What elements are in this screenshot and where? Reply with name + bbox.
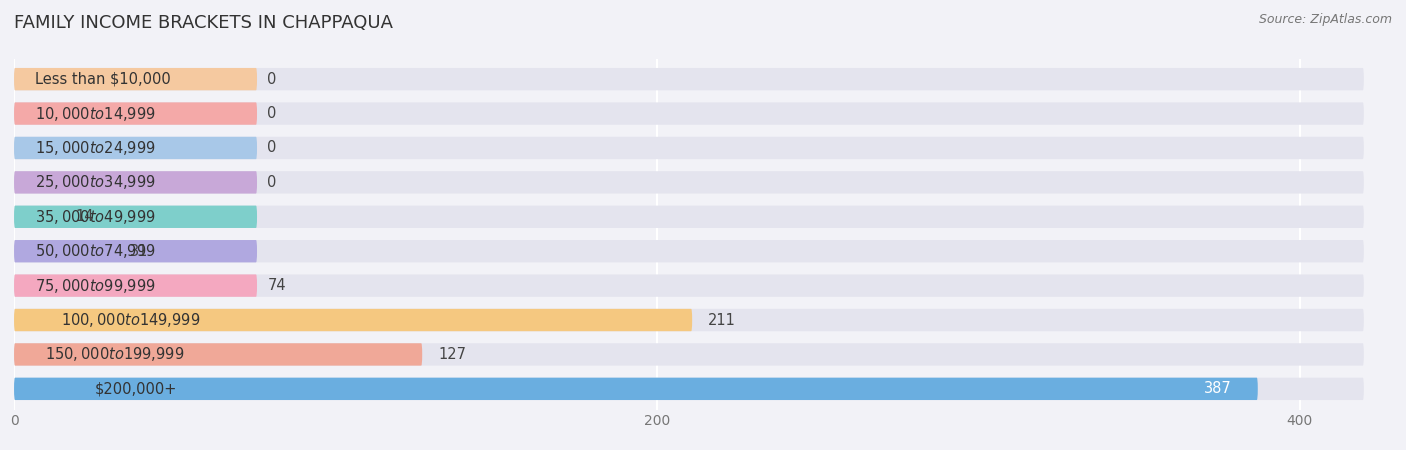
- Text: Source: ZipAtlas.com: Source: ZipAtlas.com: [1258, 14, 1392, 27]
- Text: 0: 0: [267, 175, 276, 190]
- Text: FAMILY INCOME BRACKETS IN CHAPPAQUA: FAMILY INCOME BRACKETS IN CHAPPAQUA: [14, 14, 394, 32]
- Text: 387: 387: [1205, 381, 1232, 396]
- FancyBboxPatch shape: [14, 171, 1364, 194]
- FancyBboxPatch shape: [14, 378, 1258, 400]
- FancyBboxPatch shape: [14, 378, 1364, 400]
- FancyBboxPatch shape: [14, 68, 257, 90]
- FancyBboxPatch shape: [14, 68, 1364, 90]
- Text: $35,000 to $49,999: $35,000 to $49,999: [35, 208, 156, 226]
- Text: 0: 0: [267, 72, 276, 87]
- FancyBboxPatch shape: [14, 240, 257, 262]
- Text: 0: 0: [267, 106, 276, 121]
- Text: 14: 14: [75, 209, 94, 224]
- FancyBboxPatch shape: [14, 274, 257, 297]
- FancyBboxPatch shape: [14, 206, 1364, 228]
- Text: $10,000 to $14,999: $10,000 to $14,999: [35, 104, 156, 122]
- FancyBboxPatch shape: [14, 103, 1364, 125]
- FancyBboxPatch shape: [14, 343, 422, 365]
- Text: $15,000 to $24,999: $15,000 to $24,999: [35, 139, 156, 157]
- FancyBboxPatch shape: [14, 240, 1364, 262]
- FancyBboxPatch shape: [14, 309, 692, 331]
- Text: $50,000 to $74,999: $50,000 to $74,999: [35, 242, 156, 260]
- Text: 127: 127: [439, 347, 467, 362]
- Text: 74: 74: [269, 278, 287, 293]
- FancyBboxPatch shape: [14, 171, 257, 194]
- Text: 211: 211: [709, 313, 737, 328]
- Text: 31: 31: [129, 244, 148, 259]
- Text: Less than $10,000: Less than $10,000: [35, 72, 170, 87]
- Text: $100,000 to $149,999: $100,000 to $149,999: [62, 311, 201, 329]
- FancyBboxPatch shape: [14, 137, 1364, 159]
- FancyBboxPatch shape: [14, 206, 257, 228]
- FancyBboxPatch shape: [14, 309, 1364, 331]
- FancyBboxPatch shape: [14, 274, 1364, 297]
- Text: $150,000 to $199,999: $150,000 to $199,999: [45, 346, 184, 364]
- Text: $25,000 to $34,999: $25,000 to $34,999: [35, 173, 156, 191]
- Text: $75,000 to $99,999: $75,000 to $99,999: [35, 277, 156, 295]
- Text: $200,000+: $200,000+: [96, 381, 177, 396]
- FancyBboxPatch shape: [14, 137, 257, 159]
- FancyBboxPatch shape: [14, 343, 1364, 365]
- FancyBboxPatch shape: [14, 103, 257, 125]
- Text: 0: 0: [267, 140, 276, 155]
